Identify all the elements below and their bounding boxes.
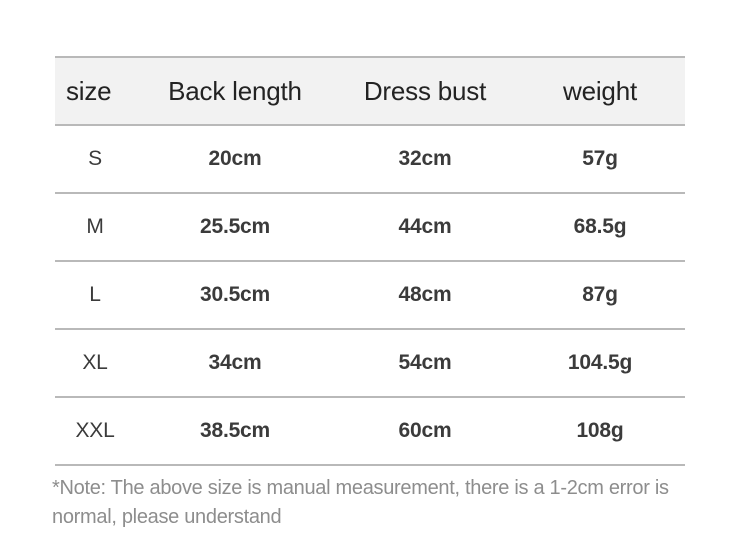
table-body: S 20cm 32cm 57g M 25.5cm 44cm 68.5g L 30… <box>55 125 685 466</box>
table-header: size Back length Dress bust weight <box>55 56 685 126</box>
cell-dress-bust: 48cm <box>335 261 515 330</box>
table-row: XL 34cm 54cm 104.5g <box>55 329 685 398</box>
cell-back-length: 30.5cm <box>135 261 335 330</box>
table-row: L 30.5cm 48cm 87g <box>55 261 685 330</box>
cell-size: L <box>55 261 135 330</box>
cell-back-length: 20cm <box>135 125 335 194</box>
cell-back-length: 38.5cm <box>135 397 335 466</box>
cell-weight: 104.5g <box>515 329 685 398</box>
cell-weight: 57g <box>515 125 685 194</box>
table-row: M 25.5cm 44cm 68.5g <box>55 193 685 262</box>
table-row: S 20cm 32cm 57g <box>55 125 685 194</box>
cell-weight: 87g <box>515 261 685 330</box>
table-header-row: size Back length Dress bust weight <box>55 56 685 126</box>
table-row: XXL 38.5cm 60cm 108g <box>55 397 685 466</box>
column-header-size: size <box>55 56 135 126</box>
cell-size: XXL <box>55 397 135 466</box>
cell-weight: 68.5g <box>515 193 685 262</box>
column-header-weight: weight <box>515 56 685 126</box>
cell-dress-bust: 44cm <box>335 193 515 262</box>
column-header-back-length: Back length <box>135 56 335 126</box>
cell-size: M <box>55 193 135 262</box>
cell-dress-bust: 60cm <box>335 397 515 466</box>
cell-back-length: 25.5cm <box>135 193 335 262</box>
cell-dress-bust: 54cm <box>335 329 515 398</box>
cell-weight: 108g <box>515 397 685 466</box>
size-chart-table: size Back length Dress bust weight S 20c… <box>55 56 685 466</box>
cell-size: S <box>55 125 135 194</box>
measurement-note: *Note: The above size is manual measurem… <box>52 477 669 528</box>
column-header-dress-bust: Dress bust <box>335 56 515 126</box>
cell-size: XL <box>55 329 135 398</box>
cell-dress-bust: 32cm <box>335 125 515 194</box>
cell-back-length: 34cm <box>135 329 335 398</box>
